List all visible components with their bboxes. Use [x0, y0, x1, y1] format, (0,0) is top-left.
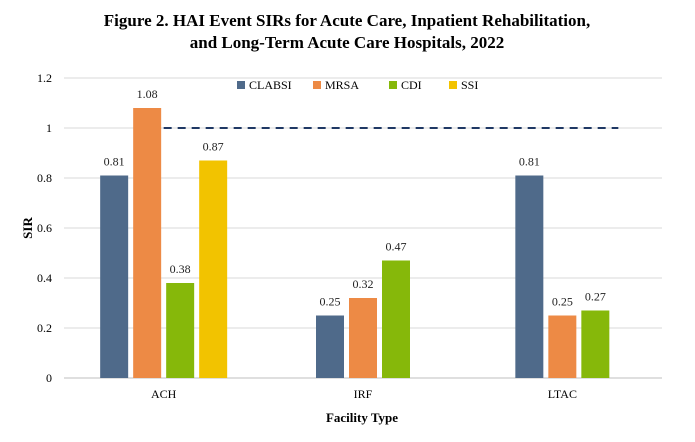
data-labels: 0.81 1.08 0.38 0.87 0.25 0.32 0.47 0.81 0.25 0.27	[104, 87, 606, 309]
bar-cdi-ltac	[581, 310, 610, 378]
y-tick-label: 1	[46, 121, 52, 135]
legend-label-mrsa: MRSA	[325, 78, 359, 92]
legend-swatch-clabsi	[237, 81, 245, 89]
bar-clabsi-irf	[316, 315, 344, 378]
bar-cdi-ach	[166, 283, 195, 378]
x-tick-label: IRF	[354, 387, 373, 401]
y-axis-label: SIR	[20, 217, 35, 239]
bar-mrsa-ltac	[548, 315, 577, 378]
legend-label-cdi: CDI	[401, 78, 422, 92]
y-tick-label: 0.4	[37, 271, 52, 285]
x-tick-label: ACH	[151, 387, 177, 401]
chart-title-line1: Figure 2. HAI Event SIRs for Acute Care,…	[104, 11, 590, 30]
data-label: 0.81	[104, 155, 125, 169]
data-label: 0.47	[386, 240, 407, 254]
y-axis-ticks: 0 0.2 0.4 0.6 0.8 1 1.2	[37, 71, 52, 385]
legend: CLABSI MRSA CDI SSI	[237, 78, 478, 92]
bar-ssi-ach	[199, 160, 228, 378]
x-tick-label: LTAC	[548, 387, 577, 401]
y-tick-label: 1.2	[37, 71, 52, 85]
data-label: 0.38	[170, 262, 191, 276]
bar-clabsi-ach	[100, 175, 129, 378]
bars	[100, 108, 610, 378]
legend-swatch-ssi	[449, 81, 457, 89]
y-tick-label: 0	[46, 371, 52, 385]
legend-swatch-cdi	[389, 81, 397, 89]
data-label: 0.32	[353, 277, 374, 291]
data-label: 0.81	[519, 155, 540, 169]
y-tick-label: 0.8	[37, 171, 52, 185]
legend-label-ssi: SSI	[461, 78, 478, 92]
legend-swatch-mrsa	[313, 81, 321, 89]
y-tick-label: 0.6	[37, 221, 52, 235]
x-axis-label: Facility Type	[326, 410, 398, 425]
chart-title-line2: and Long-Term Acute Care Hospitals, 2022	[190, 33, 505, 52]
x-axis-ticks: ACH IRF LTAC	[151, 387, 577, 401]
data-label: 1.08	[137, 87, 158, 101]
data-label: 0.27	[585, 290, 606, 304]
data-label: 0.87	[203, 140, 224, 154]
legend-label-clabsi: CLABSI	[249, 78, 292, 92]
bar-mrsa-ach	[133, 108, 162, 378]
bar-cdi-irf	[382, 260, 410, 378]
data-label: 0.25	[320, 295, 341, 309]
bar-clabsi-ltac	[515, 175, 544, 378]
bar-mrsa-irf	[349, 298, 377, 378]
y-tick-label: 0.2	[37, 321, 52, 335]
data-label: 0.25	[552, 295, 573, 309]
